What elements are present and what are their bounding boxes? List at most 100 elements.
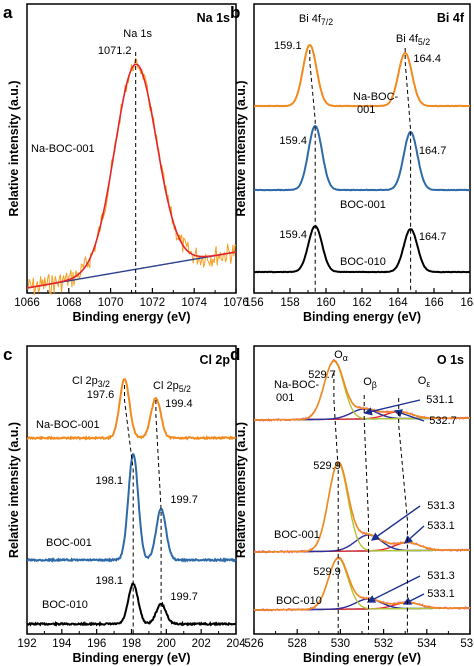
- panel-b: 156 158 160 162 164 166 168 Binding energy (eV)…: [230, 3, 474, 324]
- y-axis-label: Relative intensity (a.u.): [234, 422, 248, 558]
- peak-value-label: 533.1: [427, 588, 455, 600]
- x-tick-label: 158: [280, 297, 299, 309]
- panel-title: O 1s: [437, 353, 464, 367]
- o-epsilon-header-sub: ε: [426, 379, 430, 389]
- o-alpha-header: Oα: [334, 349, 348, 363]
- x-tick-label: 1068: [56, 297, 82, 309]
- peak-header-label-main: Bi 4f: [396, 33, 419, 45]
- peak-value-label: 197.6: [87, 389, 115, 401]
- peak-value-label: 198.1: [95, 575, 123, 587]
- series-name-label: BOC-001: [274, 529, 320, 541]
- annotation-arrow: [403, 525, 425, 544]
- x-tick-label: 168: [460, 297, 474, 309]
- spectrum-line: [254, 124, 470, 192]
- peak-value-label: 531.1: [426, 394, 454, 406]
- x-tick-label: 204: [226, 638, 246, 650]
- panel-letter: d: [230, 345, 240, 364]
- peak-header-label-sub: 3/2: [98, 379, 110, 389]
- peak-value-label: 533.1: [427, 520, 455, 532]
- peak-header-label: Cl 2p5/2: [153, 380, 191, 394]
- peak-dashed-line: [309, 50, 316, 293]
- peak-header-label-main: Cl 2p: [153, 380, 179, 392]
- x-tick-label: 194: [52, 638, 72, 650]
- x-tick-label: 1072: [140, 297, 166, 309]
- peak-header-label: Bi 4f5/2: [396, 33, 430, 47]
- peak-value-label: 199.7: [170, 494, 198, 506]
- o-beta-header: Oβ: [363, 376, 377, 390]
- y-axis-label: Relative intensity (a.u.): [7, 422, 21, 558]
- spectrum-line: [26, 452, 237, 563]
- spectrum-line: [26, 378, 237, 441]
- peak-value-label: 198.1: [95, 475, 123, 487]
- panel-title: Cl 2p: [199, 353, 230, 367]
- peak-dashed-line: [155, 400, 162, 634]
- peak-value-label: 531.3: [427, 570, 455, 582]
- x-tick-label: 198: [122, 638, 141, 650]
- x-tick-label: 536: [460, 638, 474, 650]
- peak-value-label: 529.9: [313, 566, 341, 578]
- x-tick-label: 192: [17, 638, 36, 650]
- peak-dashed-line: [333, 372, 339, 634]
- spectrum-line: [26, 582, 237, 627]
- x-tick-label: 1066: [14, 297, 40, 309]
- annotation-arrow: [363, 399, 421, 416]
- panel-d: 526 528 530 532 534 536 Binding energy (eV) Rel…: [230, 345, 474, 665]
- peak-dashed-line: [363, 395, 369, 634]
- series-name-label: Na-BOC-: [353, 91, 399, 103]
- spectrum-line: [253, 44, 471, 108]
- panel-letter: a: [3, 3, 13, 22]
- series-name-label: BOC-010: [276, 595, 322, 607]
- peak-header-label: Bi 4f7/2: [299, 13, 333, 27]
- peak-header-label-sub: 5/2: [418, 37, 430, 47]
- series-name-label: BOC-010: [42, 599, 88, 611]
- x-axis-label: Binding energy (eV): [72, 651, 190, 665]
- peak-header-label-sub: 5/2: [179, 384, 191, 394]
- x-tick-label: 200: [157, 638, 176, 650]
- x-tick-label: 1074: [181, 297, 207, 309]
- o-beta-header-main: O: [363, 376, 372, 388]
- y-axis-label: Relative intensity (a.u.): [234, 80, 248, 216]
- y-axis-label: Relative intensity (a.u.): [7, 80, 21, 216]
- peak-dashed-line: [124, 385, 134, 634]
- x-tick-label: 196: [87, 638, 106, 650]
- peak-value-label: 159.1: [274, 40, 302, 52]
- peak-header-label-sub: 7/2: [321, 17, 333, 27]
- series-name-label: Na-BOC-001: [36, 419, 100, 431]
- raw-spectrum-line: [26, 57, 237, 296]
- x-tick-label: 528: [288, 638, 307, 650]
- peak-value-label: 164.7: [419, 231, 447, 243]
- sample-label: Na-BOC-001: [31, 143, 95, 155]
- peak-value-label: 164.4: [413, 53, 441, 65]
- series-name-label-line2: 001: [357, 104, 375, 116]
- panel-letter: b: [230, 3, 240, 22]
- peak-value-label: 199.4: [165, 398, 193, 410]
- x-tick-label: 532: [374, 638, 393, 650]
- peak-value-label: 529.9: [313, 460, 341, 472]
- x-axis-label: Binding energy (eV): [303, 310, 421, 324]
- x-tick-label: 530: [331, 638, 350, 650]
- series-name-label: BOC-001: [46, 537, 92, 549]
- series-name-label-line2: 001: [276, 392, 294, 404]
- x-tick-label: 166: [424, 297, 443, 309]
- annotation-arrow: [366, 575, 421, 603]
- o-epsilon-header-main: O: [418, 375, 427, 387]
- panel-c: 192 194 196 198 200 202 204 Binding energy (eV)…: [3, 345, 246, 665]
- peak-value-label: 159.4: [279, 229, 307, 241]
- x-axis-label: Binding energy (eV): [303, 651, 421, 665]
- peak-value-label: 532.7: [429, 415, 457, 427]
- envelope-fit-line: [254, 461, 470, 553]
- peak-value-label: 529.7: [308, 369, 336, 381]
- envelope-fit-line: [254, 359, 470, 421]
- peak-dashed-line: [404, 48, 412, 293]
- x-axis-label: Binding energy (eV): [72, 310, 190, 324]
- panel-title: Na 1s: [197, 11, 230, 25]
- series-name-label: Na-BOC-: [274, 379, 320, 391]
- peak-header-label: Cl 2p3/2: [72, 375, 110, 389]
- series-name-label: BOC-001: [340, 199, 386, 211]
- spectrum-line: [253, 225, 471, 274]
- o-beta-header-sub: β: [372, 380, 377, 390]
- x-tick-label: 162: [352, 297, 371, 309]
- x-tick-label: 1070: [98, 297, 124, 309]
- panel-letter: c: [3, 345, 12, 364]
